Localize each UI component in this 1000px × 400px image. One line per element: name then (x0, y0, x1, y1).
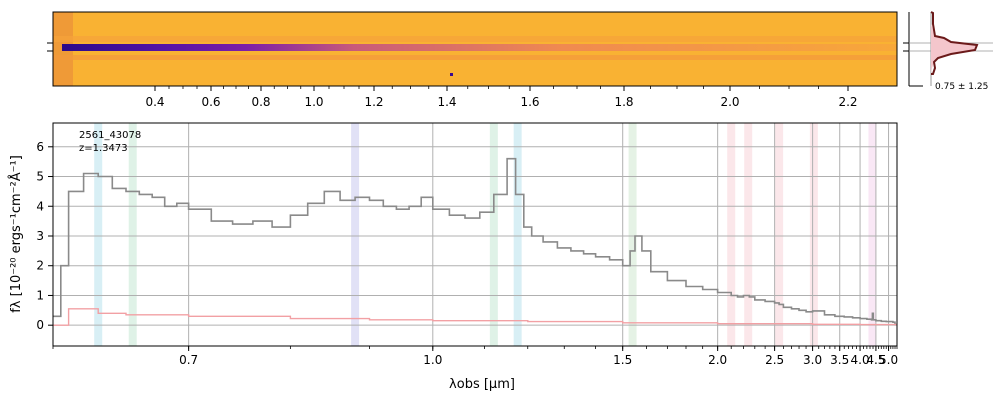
spectrum-2d-panel: 0.4 0.6 0.8 1.0 1.2 1.4 1.6 1.8 2.0 2.2 (47, 11, 898, 109)
emission-band (628, 123, 637, 346)
spectrum-2d-row-band-upper (53, 36, 897, 42)
emission-band (775, 123, 784, 346)
x-tick-label: 3.5 (830, 353, 849, 367)
emission-band (513, 123, 522, 346)
annotation-redshift: z=1.3473 (79, 143, 128, 154)
y-tick-label: 3 (36, 229, 44, 243)
y-tick-label: 1 (36, 288, 44, 302)
plot-area (53, 123, 897, 346)
plot-frame (52, 122, 898, 347)
spectrum-2d-row-band-lower (53, 55, 897, 60)
emission-band (94, 123, 103, 346)
x-axis-label: λobs [μm] (449, 377, 515, 392)
top-x-tick-label: 1.6 (520, 95, 539, 109)
top-x-tick-label: 0.6 (201, 95, 220, 109)
top-x-tick-label: 0.8 (251, 95, 270, 109)
profile-label: 0.75 ± 1.25 (935, 82, 988, 92)
y-axis-ticks: 0 1 2 3 4 5 6 (36, 140, 53, 332)
emission-band (868, 123, 877, 346)
x-tick-label: 3.0 (803, 353, 822, 367)
top-x-tick-label: 1.2 (364, 95, 383, 109)
top-x-tick-label: 1.0 (304, 95, 323, 109)
profile-line (930, 11, 979, 75)
y-tick-label: 2 (36, 259, 44, 273)
emission-band (727, 123, 736, 346)
spectrum-2d-hot-pixel (450, 73, 453, 76)
emission-band (351, 123, 360, 346)
y-tick-label: 4 (36, 199, 44, 213)
emission-band (744, 123, 753, 346)
top-x-tick-label: 0.4 (145, 95, 164, 109)
x-tick-label: 2.5 (765, 353, 784, 367)
emission-band (809, 123, 818, 346)
top-x-tick-label: 1.8 (614, 95, 633, 109)
y-axis-label: fλ [10⁻²⁰ ergs⁻¹cm⁻²Å⁻¹] (8, 155, 24, 313)
x-tick-label: 5.0 (879, 353, 898, 367)
series-group (53, 157, 897, 326)
y-tick-label: 0 (36, 318, 44, 332)
x-tick-label: 2.0 (708, 353, 727, 367)
spatial-profile-panel: 0.75 ± 1.25 (903, 11, 993, 92)
error-series-line (53, 308, 897, 326)
top-x-tick-label: 2.0 (720, 95, 739, 109)
emission-band (128, 123, 137, 346)
x-tick-label: 0.7 (179, 353, 198, 367)
emission-band (489, 123, 498, 346)
x-axis-ticks: 0.7 1.0 1.5 2.0 2.5 3.0 3.5 4.04.55.0 (52, 346, 898, 367)
top-x-tick-label: 1.4 (437, 95, 456, 109)
y-tick-label: 5 (36, 170, 44, 184)
annotation-id: 2561_43078 (79, 130, 141, 141)
x-tick-label: 1.0 (423, 353, 442, 367)
x-tick-label: 4.5 (866, 353, 885, 367)
top-x-tick-label: 2.2 (838, 95, 857, 109)
x-tick-label: 4.0 (851, 353, 870, 367)
emission-line-bands (94, 123, 877, 346)
spectrum-2d-trace (62, 44, 897, 51)
flux-series-line (53, 157, 897, 326)
x-tick-label: 1.5 (613, 353, 632, 367)
spectrum-1d-panel: 0.7 1.0 1.5 2.0 2.5 3.0 3.5 4.04.55.0 0 1 2 3 4 5 6 2… (8, 122, 898, 392)
y-tick-label: 6 (36, 140, 44, 154)
spectrum-2d-xticks: 0.4 0.6 0.8 1.0 1.2 1.4 1.6 1.8 2.0 2.2 (145, 86, 858, 109)
grid-lines (53, 123, 897, 346)
spectrum-2d-frame (52, 11, 898, 87)
